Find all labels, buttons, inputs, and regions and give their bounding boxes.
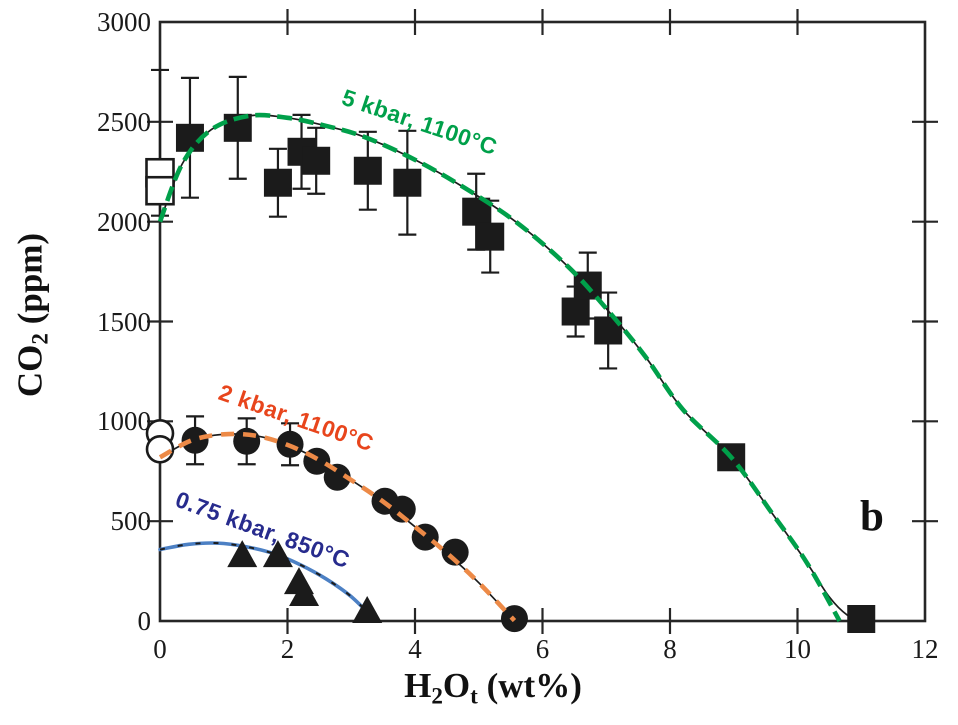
- x-tick-label-4: 4: [408, 634, 422, 664]
- 5kbar-marker: [393, 168, 422, 197]
- x-tick-label-2: 2: [280, 634, 295, 664]
- x-tick-label-12: 12: [911, 634, 939, 664]
- 2kbar-marker: [441, 538, 469, 566]
- y-tick-label-1500: 1500: [97, 306, 151, 337]
- x-axis-title: H2Ot (wt%): [0, 666, 958, 709]
- data-markers: [145, 113, 876, 634]
- x-tick-label-10: 10: [784, 634, 811, 664]
- dashed-curve-5kbar: [157, 112, 842, 623]
- y-title-sub2: 2: [26, 333, 53, 345]
- open-circles-x0-marker: [145, 434, 175, 464]
- dashed-isobars: [157, 112, 842, 623]
- y-title-text: CO: [10, 344, 50, 398]
- x-title-text: H: [404, 666, 432, 705]
- y-tick-label-3000: 3000: [97, 7, 151, 37]
- x-tick-label-0: 0: [153, 634, 167, 664]
- y-tick-label-2000: 2000: [97, 206, 151, 237]
- dashed-curve-2kbar: [158, 431, 517, 623]
- 2kbar-marker: [181, 426, 209, 454]
- 2kbar-marker: [388, 495, 416, 523]
- solid-curve-2kbar: [159, 433, 516, 622]
- 5kbar-marker: [561, 297, 590, 326]
- y-axis-title: CO2 (ppm): [10, 233, 53, 397]
- 5kbar-marker: [302, 146, 331, 175]
- x-title-units: (wt%): [477, 666, 582, 705]
- 0.75kbar-marker: [227, 540, 258, 568]
- 2kbar-marker: [323, 463, 351, 491]
- 5kbar-marker: [847, 605, 876, 634]
- figure-panel-letter: b: [860, 493, 884, 540]
- y-tick-label-0: 0: [137, 606, 152, 636]
- x-title-sub2: 2: [431, 682, 443, 709]
- 2kbar-marker: [233, 427, 261, 455]
- y-tick-label-2500: 2500: [97, 106, 151, 137]
- 0.75kbar-marker: [289, 579, 320, 607]
- x-tick-label-6: 6: [535, 634, 550, 664]
- 0.75kbar-marker: [352, 596, 383, 624]
- 0.75kbar-marker: [262, 540, 293, 568]
- dashed-curve-0.75kbar: [159, 541, 377, 622]
- 5kbar-marker: [263, 168, 292, 197]
- y-title-units: (ppm): [10, 232, 50, 334]
- 5kbar-marker: [353, 156, 382, 185]
- x-title-O: O: [442, 666, 471, 705]
- x-tick-label-8: 8: [663, 634, 677, 664]
- y-tick-label-1000: 1000: [97, 406, 151, 437]
- x-title-subt: t: [470, 682, 478, 709]
- y-tick-label-500: 500: [110, 506, 152, 537]
- 5kbar-marker: [476, 222, 505, 251]
